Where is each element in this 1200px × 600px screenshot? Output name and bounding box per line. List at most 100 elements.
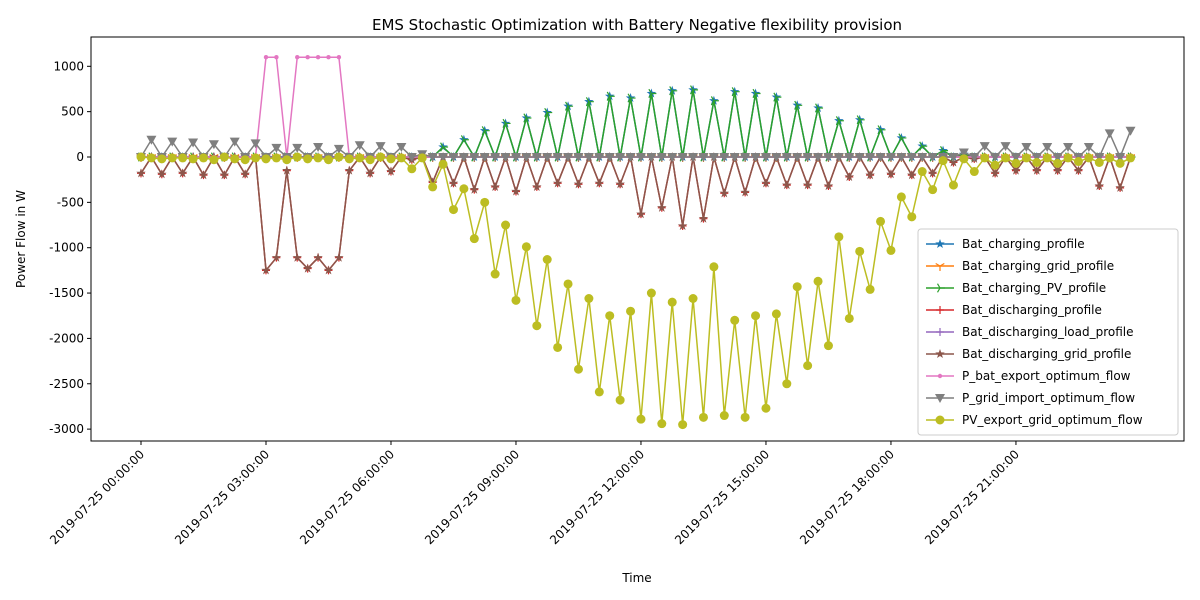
marker [698,412,708,422]
marker [761,178,771,188]
marker [501,220,511,230]
marker [531,153,542,163]
marker [563,153,574,163]
legend-label: Bat_charging_grid_profile [962,259,1114,273]
marker [251,153,261,163]
x-axis-label: Time [621,571,651,585]
marker [563,279,573,289]
marker [927,153,938,163]
marker [823,181,834,191]
marker [719,188,730,198]
legend-label: Bat_discharging_profile [962,303,1102,317]
y-tick-label: -2500 [49,377,84,391]
marker [969,153,980,163]
marker [969,167,979,177]
marker [678,420,688,430]
marker [615,153,626,163]
marker [854,153,865,163]
marker [386,154,396,164]
marker [315,55,321,60]
marker [1052,153,1063,163]
marker [565,101,574,111]
marker [282,155,292,165]
marker [667,153,678,163]
marker [835,116,844,126]
marker [688,153,699,163]
marker [230,154,240,164]
marker [1011,165,1021,175]
marker [1032,165,1042,175]
marker [1094,153,1105,163]
marker [834,232,844,242]
marker [1104,129,1115,139]
marker [469,234,479,244]
marker [511,186,521,196]
marker [428,182,438,192]
marker [313,153,323,163]
marker [532,321,542,331]
marker [208,140,219,150]
marker [510,153,521,163]
marker [303,154,313,164]
marker [959,154,969,164]
series [135,126,1136,163]
legend-label: P_grid_import_optimum_flow [962,391,1135,405]
marker [877,125,886,135]
legend-label: Bat_discharging_load_profile [962,325,1134,339]
plot-area [135,55,1136,430]
marker [896,192,906,202]
marker [657,419,667,429]
marker [935,349,945,359]
marker [1115,182,1125,192]
marker [958,148,969,158]
marker [1125,126,1136,136]
marker [1063,143,1074,153]
marker [146,135,157,145]
marker [917,153,928,163]
marker [760,153,771,163]
marker [781,153,792,163]
marker [417,153,427,163]
marker [844,313,854,323]
marker [198,153,208,163]
marker [1126,153,1136,163]
marker [219,152,229,162]
marker [833,153,844,163]
y-tick-label: 500 [61,105,84,119]
marker [980,153,990,163]
marker [585,97,594,107]
marker [209,155,219,165]
marker [844,171,855,181]
marker [240,155,250,165]
marker [782,180,792,190]
marker [709,262,719,272]
marker [773,92,782,102]
marker [935,415,945,425]
marker [178,153,188,163]
marker [886,245,896,255]
marker [667,297,677,307]
marker [1052,165,1063,175]
marker [656,153,667,163]
marker [305,55,310,60]
marker [844,153,855,163]
marker [782,379,792,389]
marker [1042,153,1052,163]
series [136,152,1136,430]
marker [440,142,449,152]
marker [261,265,271,275]
marker [919,141,928,151]
marker [438,153,449,163]
marker [719,411,729,421]
marker [523,113,532,123]
y-tick-label: -1000 [49,241,84,255]
marker [935,262,945,271]
marker [271,153,281,163]
marker [157,154,167,164]
marker [948,153,959,163]
marker [1021,153,1031,163]
marker [323,155,333,165]
marker [292,152,302,162]
marker [573,364,583,374]
